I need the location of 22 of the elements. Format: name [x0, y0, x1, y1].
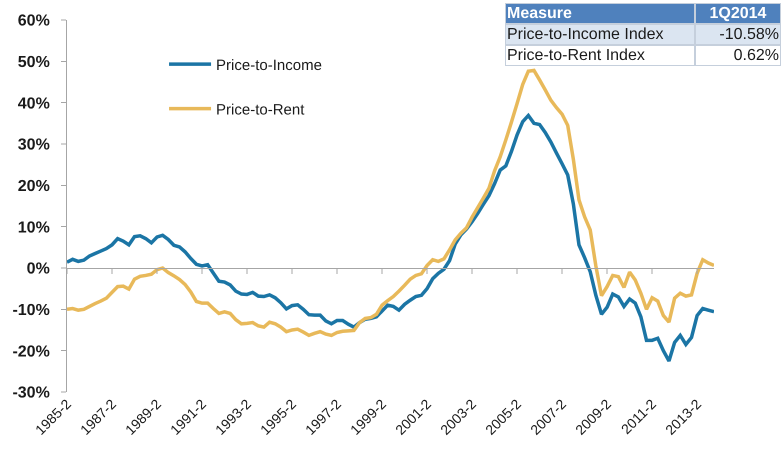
y-tick-label: -20% — [12, 343, 50, 360]
y-tick-label: 30% — [18, 136, 50, 154]
y-tick-label: -30% — [12, 384, 50, 402]
table-cell: Measure — [505, 3, 695, 24]
table-cell: 0.62% — [695, 45, 781, 66]
legend-label: Price-to-Income — [216, 57, 322, 74]
annotation: Measure — [507, 5, 572, 22]
legend-label: Price-to-Rent — [216, 102, 306, 118]
annotation: Price-to-Rent Index — [507, 47, 645, 64]
y-tick-label: 0% — [26, 260, 50, 278]
y-tick-label: -10% — [12, 302, 50, 319]
table-cell: 1Q2014 — [695, 3, 781, 24]
table-cell: -10.58% — [695, 24, 781, 45]
y-tick-label: 40% — [18, 95, 50, 112]
y-tick-label: 10% — [18, 219, 50, 236]
table-cell: Price-to-Income Index — [505, 24, 695, 45]
y-tick-label: 60% — [18, 12, 50, 30]
y-tick-label: 50% — [18, 54, 50, 71]
table-cell: Price-to-Rent Index — [505, 45, 695, 66]
y-tick-label: 20% — [18, 178, 50, 195]
annotation: 1Q2014 — [709, 5, 767, 22]
annotation: Price-to-Income Index — [507, 26, 664, 43]
